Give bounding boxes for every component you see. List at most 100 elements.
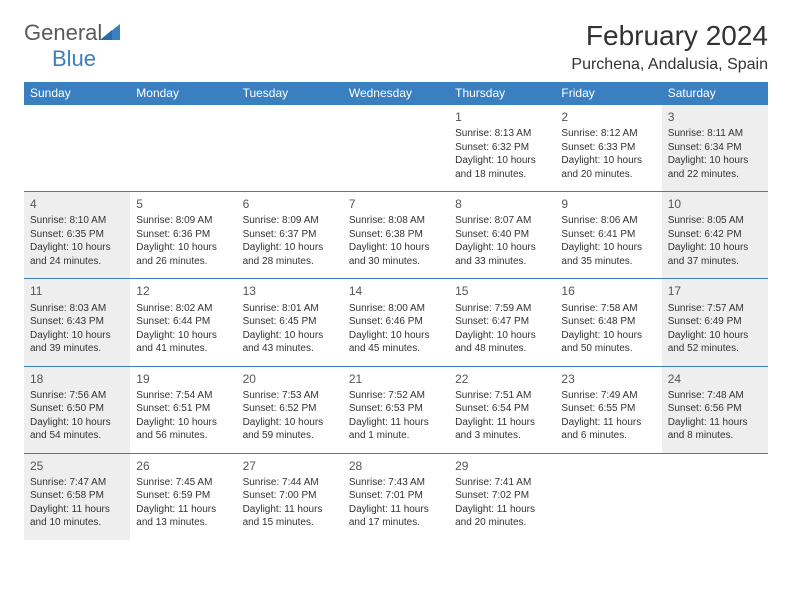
sunrise-text: Sunrise: 8:03 AM	[30, 302, 124, 316]
daylight1-text: Daylight: 10 hours	[30, 241, 124, 255]
sunset-text: Sunset: 7:00 PM	[243, 489, 337, 503]
day-number: 7	[349, 196, 443, 212]
daylight2-text: and 59 minutes.	[243, 429, 337, 443]
day-cell: 9Sunrise: 8:06 AMSunset: 6:41 PMDaylight…	[555, 192, 661, 279]
day-cell	[237, 105, 343, 192]
day-cell: 12Sunrise: 8:02 AMSunset: 6:44 PMDayligh…	[130, 279, 236, 366]
daylight1-text: Daylight: 11 hours	[561, 416, 655, 430]
day-cell: 24Sunrise: 7:48 AMSunset: 6:56 PMDayligh…	[662, 366, 768, 453]
daylight1-text: Daylight: 11 hours	[243, 503, 337, 517]
daylight1-text: Daylight: 10 hours	[455, 154, 549, 168]
daylight1-text: Daylight: 10 hours	[243, 416, 337, 430]
sunrise-text: Sunrise: 8:00 AM	[349, 302, 443, 316]
day-cell	[130, 105, 236, 192]
day-cell: 10Sunrise: 8:05 AMSunset: 6:42 PMDayligh…	[662, 192, 768, 279]
sunrise-text: Sunrise: 7:45 AM	[136, 476, 230, 490]
daylight2-text: and 20 minutes.	[455, 516, 549, 530]
day-number: 27	[243, 458, 337, 474]
sunrise-text: Sunrise: 8:01 AM	[243, 302, 337, 316]
daylight2-text: and 43 minutes.	[243, 342, 337, 356]
sunset-text: Sunset: 6:45 PM	[243, 315, 337, 329]
sunrise-text: Sunrise: 8:09 AM	[136, 214, 230, 228]
day-cell: 15Sunrise: 7:59 AMSunset: 6:47 PMDayligh…	[449, 279, 555, 366]
day-header-cell: Friday	[555, 82, 661, 105]
day-cell: 4Sunrise: 8:10 AMSunset: 6:35 PMDaylight…	[24, 192, 130, 279]
day-cell: 19Sunrise: 7:54 AMSunset: 6:51 PMDayligh…	[130, 366, 236, 453]
sunset-text: Sunset: 6:41 PM	[561, 228, 655, 242]
day-cell: 21Sunrise: 7:52 AMSunset: 6:53 PMDayligh…	[343, 366, 449, 453]
day-number: 8	[455, 196, 549, 212]
sunrise-text: Sunrise: 7:48 AM	[668, 389, 762, 403]
day-number: 1	[455, 109, 549, 125]
sunrise-text: Sunrise: 7:53 AM	[243, 389, 337, 403]
day-number: 17	[668, 283, 762, 299]
logo: General Blue	[24, 20, 120, 72]
daylight2-text: and 56 minutes.	[136, 429, 230, 443]
day-number: 14	[349, 283, 443, 299]
daylight1-text: Daylight: 11 hours	[455, 503, 549, 517]
day-header-cell: Thursday	[449, 82, 555, 105]
day-number: 16	[561, 283, 655, 299]
sunset-text: Sunset: 6:36 PM	[136, 228, 230, 242]
daylight1-text: Daylight: 10 hours	[243, 241, 337, 255]
sunrise-text: Sunrise: 8:08 AM	[349, 214, 443, 228]
daylight1-text: Daylight: 10 hours	[30, 416, 124, 430]
day-cell: 11Sunrise: 8:03 AMSunset: 6:43 PMDayligh…	[24, 279, 130, 366]
day-number: 3	[668, 109, 762, 125]
daylight2-text: and 52 minutes.	[668, 342, 762, 356]
daylight2-text: and 6 minutes.	[561, 429, 655, 443]
day-header-cell: Wednesday	[343, 82, 449, 105]
day-header-cell: Sunday	[24, 82, 130, 105]
sunrise-text: Sunrise: 7:43 AM	[349, 476, 443, 490]
daylight1-text: Daylight: 10 hours	[136, 241, 230, 255]
week-row: 4Sunrise: 8:10 AMSunset: 6:35 PMDaylight…	[24, 192, 768, 279]
daylight1-text: Daylight: 11 hours	[136, 503, 230, 517]
sunrise-text: Sunrise: 7:54 AM	[136, 389, 230, 403]
day-cell	[662, 453, 768, 540]
daylight2-text: and 15 minutes.	[243, 516, 337, 530]
sunset-text: Sunset: 7:02 PM	[455, 489, 549, 503]
sunset-text: Sunset: 7:01 PM	[349, 489, 443, 503]
day-cell: 17Sunrise: 7:57 AMSunset: 6:49 PMDayligh…	[662, 279, 768, 366]
week-row: 18Sunrise: 7:56 AMSunset: 6:50 PMDayligh…	[24, 366, 768, 453]
day-number: 15	[455, 283, 549, 299]
daylight1-text: Daylight: 10 hours	[561, 329, 655, 343]
sunset-text: Sunset: 6:51 PM	[136, 402, 230, 416]
day-number: 18	[30, 371, 124, 387]
sunrise-text: Sunrise: 7:59 AM	[455, 302, 549, 316]
location-text: Purchena, Andalusia, Spain	[571, 56, 768, 74]
daylight1-text: Daylight: 10 hours	[561, 154, 655, 168]
day-cell: 1Sunrise: 8:13 AMSunset: 6:32 PMDaylight…	[449, 105, 555, 192]
day-number: 20	[243, 371, 337, 387]
sunset-text: Sunset: 6:40 PM	[455, 228, 549, 242]
page-header: General Blue February 2024 Purchena, And…	[24, 20, 768, 74]
sunrise-text: Sunrise: 7:49 AM	[561, 389, 655, 403]
daylight2-text: and 24 minutes.	[30, 255, 124, 269]
daylight1-text: Daylight: 10 hours	[349, 329, 443, 343]
daylight2-text: and 37 minutes.	[668, 255, 762, 269]
sunrise-text: Sunrise: 7:44 AM	[243, 476, 337, 490]
daylight2-text: and 8 minutes.	[668, 429, 762, 443]
daylight2-text: and 54 minutes.	[30, 429, 124, 443]
day-number: 21	[349, 371, 443, 387]
day-cell: 14Sunrise: 8:00 AMSunset: 6:46 PMDayligh…	[343, 279, 449, 366]
day-cell	[24, 105, 130, 192]
day-number: 9	[561, 196, 655, 212]
sunset-text: Sunset: 6:44 PM	[136, 315, 230, 329]
day-cell: 22Sunrise: 7:51 AMSunset: 6:54 PMDayligh…	[449, 366, 555, 453]
daylight1-text: Daylight: 10 hours	[243, 329, 337, 343]
title-block: February 2024 Purchena, Andalusia, Spain	[571, 20, 768, 74]
sunset-text: Sunset: 6:55 PM	[561, 402, 655, 416]
day-number: 4	[30, 196, 124, 212]
daylight2-text: and 26 minutes.	[136, 255, 230, 269]
day-cell: 13Sunrise: 8:01 AMSunset: 6:45 PMDayligh…	[237, 279, 343, 366]
sunrise-text: Sunrise: 7:41 AM	[455, 476, 549, 490]
daylight1-text: Daylight: 10 hours	[561, 241, 655, 255]
day-cell: 16Sunrise: 7:58 AMSunset: 6:48 PMDayligh…	[555, 279, 661, 366]
daylight1-text: Daylight: 10 hours	[136, 416, 230, 430]
daylight1-text: Daylight: 11 hours	[455, 416, 549, 430]
day-number: 26	[136, 458, 230, 474]
daylight2-text: and 33 minutes.	[455, 255, 549, 269]
daylight1-text: Daylight: 10 hours	[30, 329, 124, 343]
day-number: 23	[561, 371, 655, 387]
